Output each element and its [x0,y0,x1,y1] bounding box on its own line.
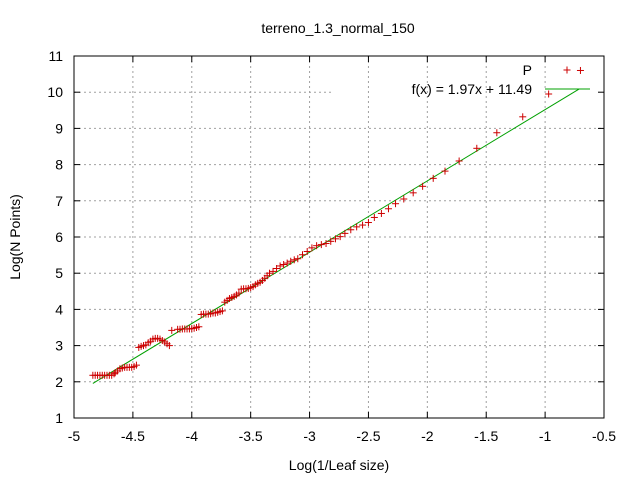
data-point [576,66,584,74]
legend-marker-points [563,66,571,74]
data-point [132,361,140,369]
y-tick-label: 3 [55,338,63,354]
axis-ticks: -5 -4.5 -4 -3.5 -3 -2.5 -2 -1.5 -1 -0.5 1 2 3 4 5 6 7 8 9 1… [47,48,616,444]
data-point [218,307,226,315]
chart-title: terreno_1.3_normal_150 [261,20,415,36]
data-point [545,90,553,98]
y-tick-label: 7 [55,193,63,209]
data-point [322,240,330,248]
data-point [168,326,176,334]
data-point [303,247,311,255]
data-point [519,113,527,121]
fit-series [92,88,580,384]
data-point [353,223,361,231]
data-point [384,205,392,213]
data-point [347,226,355,234]
data-point [317,241,325,249]
x-tick-label: -1.5 [474,428,498,444]
data-point [235,289,243,297]
data-point [441,167,449,175]
y-tick-label: 10 [47,84,63,100]
y-tick-label: 8 [55,157,63,173]
data-point [283,259,291,267]
x-tick-label: -4.5 [121,428,145,444]
y-tick-label: 11 [48,48,63,64]
data-point [331,235,339,243]
y-tick-label: 1 [55,410,63,426]
data-point [287,257,295,265]
y-tick-label: 6 [55,229,63,245]
data-point [377,209,385,217]
data-point [359,221,367,229]
legend: P f(x) = 1.97x + 11.49 [412,62,590,97]
x-tick-label: -5 [68,428,81,444]
data-point [419,182,427,190]
x-axis-label: Log(1/Leaf size) [289,457,389,473]
data-point [165,342,173,350]
data-point [280,261,288,269]
data-point [273,264,281,272]
legend-label-points: P [523,62,532,78]
y-tick-label: 9 [55,120,63,136]
data-point [327,237,335,245]
grid-lines [74,56,604,418]
data-point [298,251,306,259]
data-point [195,323,203,331]
legend-label-fit: f(x) = 1.97x + 11.49 [412,81,533,97]
y-tick-label: 4 [55,301,63,317]
y-tick-label: 5 [55,265,63,281]
data-point [336,233,344,241]
data-point [341,229,349,237]
data-point [294,255,302,263]
data-point [276,262,284,270]
data-point [269,267,277,275]
fit-line [92,88,580,384]
x-tick-label: -2.5 [356,428,380,444]
data-point [110,370,118,378]
data-point [370,213,378,221]
y-axis-label: Log(N Points) [7,194,23,280]
x-tick-label: -2 [421,428,434,444]
data-point [313,242,321,250]
data-point [473,144,481,152]
x-tick-label: -4 [186,428,199,444]
x-tick-label: -3 [303,428,316,444]
data-point [308,244,316,252]
data-point [409,189,417,197]
x-tick-label: -0.5 [592,428,616,444]
x-tick-label: -3.5 [239,428,263,444]
data-point [392,200,400,208]
x-tick-label: -1 [539,428,552,444]
data-point [400,195,408,203]
data-point [455,157,463,165]
data-point [493,129,501,137]
data-point [290,256,298,264]
data-point [364,219,372,227]
data-point [266,269,274,277]
y-tick-label: 2 [55,374,63,390]
points-series [89,66,584,379]
data-point [429,174,437,182]
